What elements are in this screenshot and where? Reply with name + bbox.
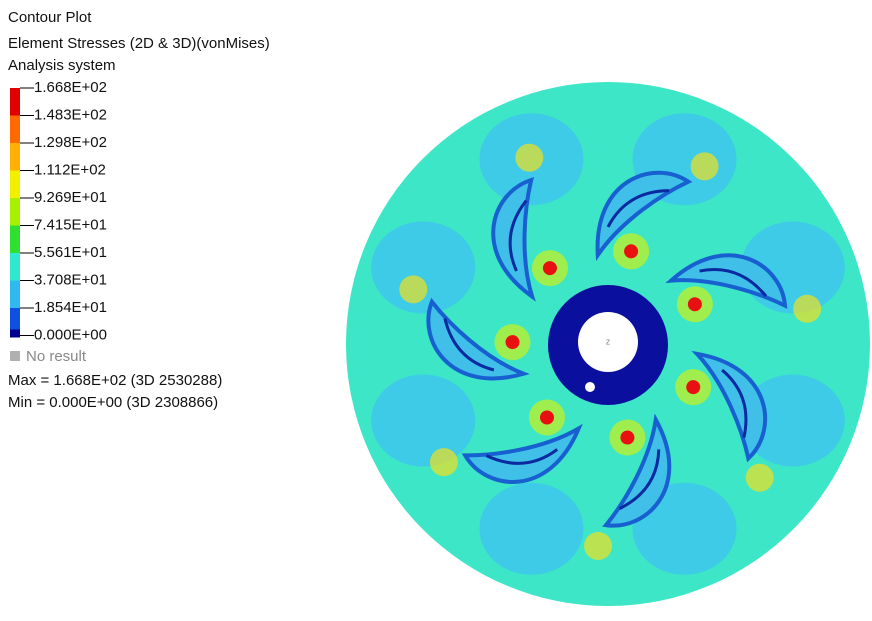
slot-core bbox=[618, 449, 661, 511]
edge-spot bbox=[690, 152, 719, 181]
slot-outline bbox=[426, 297, 530, 381]
legend-label: 1.483E+02 bbox=[34, 106, 107, 123]
legend-band bbox=[10, 225, 20, 253]
legend-label: 3.708E+01 bbox=[34, 271, 107, 288]
legend-band bbox=[10, 170, 20, 198]
no-result-swatch bbox=[10, 351, 20, 361]
slot bbox=[584, 413, 672, 560]
hot-spot bbox=[687, 297, 702, 312]
model: z bbox=[346, 82, 870, 606]
slot-core bbox=[485, 448, 559, 465]
legend-band bbox=[10, 88, 20, 116]
legend: 1.668E+02 1.483E+02 1.298E+02 1.112E+02 9.26… bbox=[10, 79, 107, 343]
slot bbox=[665, 253, 822, 323]
legend-label: 1.298E+02 bbox=[34, 134, 107, 151]
slot bbox=[675, 350, 774, 492]
edge-spot bbox=[399, 275, 428, 304]
pin-hole bbox=[585, 382, 595, 392]
legend-band bbox=[10, 198, 20, 226]
slot bbox=[595, 152, 719, 270]
legend-label: 9.269E+01 bbox=[34, 189, 107, 206]
slot-core bbox=[508, 199, 528, 272]
legend-label: 7.415E+01 bbox=[34, 216, 107, 233]
legend-band bbox=[10, 143, 20, 171]
slot-outline bbox=[461, 423, 583, 484]
slot-core bbox=[443, 318, 495, 372]
hot-spot bbox=[539, 410, 554, 425]
hot-spot bbox=[686, 380, 701, 395]
legend-label: 1.112E+02 bbox=[34, 161, 106, 178]
bore bbox=[578, 312, 638, 372]
low-stress-region bbox=[371, 221, 476, 314]
low-stress-region bbox=[371, 374, 476, 467]
low-stress-region bbox=[740, 374, 845, 467]
legend-label: 1.668E+02 bbox=[34, 79, 107, 96]
slot-core bbox=[699, 268, 768, 298]
legend-band bbox=[10, 115, 20, 143]
result-type: Element Stresses (2D & 3D)(vonMises) bbox=[8, 35, 270, 52]
hot-spot bbox=[505, 335, 520, 350]
edge-spot bbox=[584, 531, 613, 560]
axis-label: z bbox=[606, 336, 611, 346]
edge-spot bbox=[793, 294, 822, 323]
max: Max = 1.668E+02 (3D 2530288) bbox=[8, 372, 222, 389]
slot bbox=[399, 275, 531, 381]
slot-core bbox=[606, 189, 670, 228]
slot-outline bbox=[595, 170, 693, 262]
slot-outline bbox=[491, 177, 536, 302]
slot-outline bbox=[691, 350, 768, 463]
edge-spot bbox=[745, 463, 774, 492]
edge-spot bbox=[515, 143, 544, 172]
slot-core bbox=[721, 368, 748, 439]
hot-spot bbox=[624, 244, 639, 259]
slot bbox=[429, 399, 583, 484]
low-stress-region bbox=[479, 482, 584, 575]
min: Min = 0.000E+00 (3D 2308866) bbox=[8, 394, 218, 411]
legend-band bbox=[10, 308, 20, 336]
title: Contour Plot bbox=[8, 9, 92, 26]
legend-band bbox=[10, 280, 20, 308]
edge-spot bbox=[429, 448, 458, 477]
legend-label: 0.000E+00 bbox=[34, 326, 107, 343]
legend-label: 5.561E+01 bbox=[34, 244, 107, 261]
legend-band bbox=[10, 329, 20, 338]
hot-spot bbox=[542, 261, 557, 276]
slot-outline bbox=[602, 413, 672, 528]
no-result: No result bbox=[26, 348, 87, 365]
hot-spot bbox=[620, 430, 635, 445]
slot bbox=[491, 143, 568, 302]
legend-band bbox=[10, 253, 20, 281]
legend-label: 1.854E+01 bbox=[34, 299, 107, 316]
low-stress-region bbox=[632, 482, 737, 575]
system: Analysis system bbox=[8, 57, 116, 74]
slot-outline bbox=[665, 253, 788, 309]
